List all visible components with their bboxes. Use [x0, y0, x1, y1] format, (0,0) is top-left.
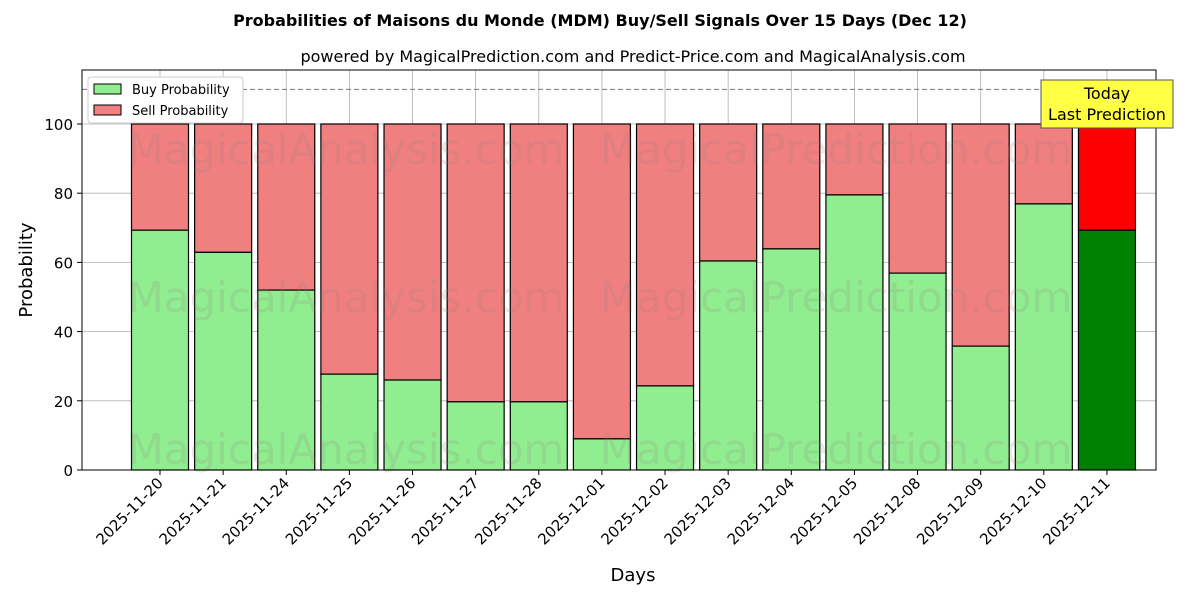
watermark: MagicalAnalysis.com [128, 273, 565, 322]
sell-bar [383, 123, 442, 381]
sell-bar [951, 123, 1010, 347]
today-annotation: Today Last Prediction [1040, 79, 1174, 129]
legend-sell-swatch [93, 104, 122, 116]
y-axis-label: Probability [16, 222, 37, 317]
sell-bar [130, 123, 190, 231]
legend-buy-label: Buy Probability [132, 83, 230, 98]
y-tick-label: 40 [54, 324, 73, 342]
x-tick-label: 2025-12-09 [913, 474, 987, 548]
x-tick-label: 2025-12-08 [850, 474, 924, 548]
watermark: MagicalPrediction.com [600, 425, 1073, 474]
x-tick-label: 2025-11-25 [282, 474, 356, 548]
sell-bar [320, 123, 379, 375]
watermark: MagicalPrediction.com [600, 273, 1073, 322]
buy-bar [320, 373, 379, 471]
legend-buy-swatch [93, 83, 122, 95]
x-tick-label: 2025-12-02 [597, 474, 671, 548]
sell-bar [888, 123, 947, 274]
legend-sell-label: Sell Probability [132, 104, 229, 119]
x-tick-label: 2025-11-21 [156, 474, 230, 548]
buy-bar [888, 272, 947, 471]
x-tick-label: 2025-11-26 [345, 474, 419, 548]
sell-bar [635, 123, 695, 387]
x-tick-label: 2025-12-03 [661, 474, 735, 548]
buy-bar [383, 379, 442, 471]
y-tick-label: 0 [63, 462, 73, 480]
y-tick-label: 80 [54, 185, 73, 203]
chart-title: Probabilities of Maisons du Monde (MDM) … [233, 11, 967, 30]
buy-bar [130, 229, 190, 471]
sell-bar [825, 123, 884, 196]
x-tick-label: 2025-12-05 [787, 474, 861, 548]
y-tick-label: 60 [54, 254, 73, 272]
sell-bar [699, 123, 758, 262]
x-tick-label: 2025-12-10 [976, 474, 1050, 548]
sell-bar [1077, 123, 1137, 231]
chart-subtitle: powered by MagicalPrediction.com and Pre… [300, 47, 965, 66]
buy-bar [951, 345, 1010, 471]
plot-frame [81, 69, 1157, 471]
x-tick-label: 2025-12-04 [724, 474, 798, 548]
buy-bar [509, 401, 568, 471]
x-tick-label: 2025-11-27 [408, 474, 482, 548]
sell-bar [509, 123, 568, 403]
buy-bar [257, 289, 316, 471]
watermark: MagicalAnalysis.com [128, 425, 565, 474]
sell-bar [194, 123, 253, 253]
buy-bar [762, 248, 821, 471]
sell-bar [762, 123, 821, 250]
buy-bar [1077, 229, 1137, 471]
x-axis-label: Days [611, 565, 656, 586]
buy-bar [1014, 203, 1073, 471]
annotation-line1: Today [1083, 84, 1130, 103]
sell-bar [257, 123, 316, 291]
y-tick-label: 100 [44, 116, 73, 134]
buy-bar [194, 251, 253, 471]
x-tick-label: 2025-12-01 [534, 474, 608, 548]
x-tick-label: 2025-11-28 [471, 474, 545, 548]
annotation-line2: Last Prediction [1048, 105, 1166, 124]
legend: Buy Probability Sell Probability [87, 76, 244, 124]
x-tick-label: 2025-11-24 [219, 474, 293, 548]
watermark: MagicalPrediction.com [600, 125, 1073, 174]
x-tick-label: 2025-12-11 [1039, 474, 1113, 548]
y-tick-label: 20 [54, 393, 73, 411]
buy-bar [699, 260, 758, 471]
watermark: MagicalAnalysis.com [128, 125, 565, 174]
buy-bar [825, 194, 884, 471]
x-tick-label: 2025-11-20 [92, 474, 166, 548]
